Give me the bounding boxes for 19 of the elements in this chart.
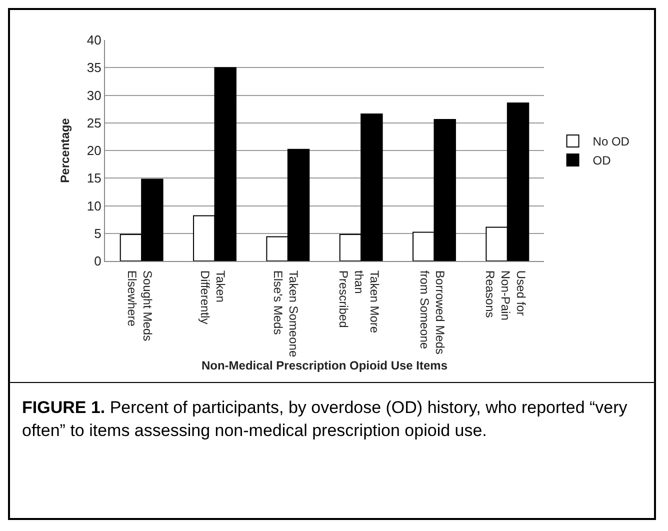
- y-tick-label: 40: [86, 32, 102, 48]
- legend-label: No OD: [592, 134, 630, 149]
- caption: FIGURE 1. Percent of participants, by overdose (OD) history, who reported “very often” to items assessing non-medical prescription opioid use.: [22, 397, 628, 442]
- y-tick-label: 15: [86, 170, 102, 186]
- x-tick-label: Used for Non-Pain Reasons: [482, 270, 528, 320]
- x-tick-label: Taken Differently: [198, 270, 228, 324]
- x-tick-label: Taken Someone Else's Meds: [271, 270, 301, 358]
- y-tick-label: 0: [94, 254, 102, 269]
- y-tick-label: 35: [86, 60, 102, 76]
- y-tick-label: 25: [86, 115, 102, 130]
- x-axis-title: Non-Medical Prescription Opioid Use Items: [201, 358, 448, 372]
- x-tick-label: Taken More than Prescribed: [336, 270, 382, 334]
- y-tick-label: 10: [86, 198, 102, 214]
- legend-label: OD: [592, 154, 612, 168]
- y-axis-title: Percentage: [58, 118, 72, 183]
- y-tick-label: 30: [86, 88, 102, 103]
- x-tick-label: Sought Meds Elsewhere: [124, 270, 154, 342]
- y-tick-label: 5: [94, 226, 102, 241]
- y-tick-label: 20: [86, 143, 102, 158]
